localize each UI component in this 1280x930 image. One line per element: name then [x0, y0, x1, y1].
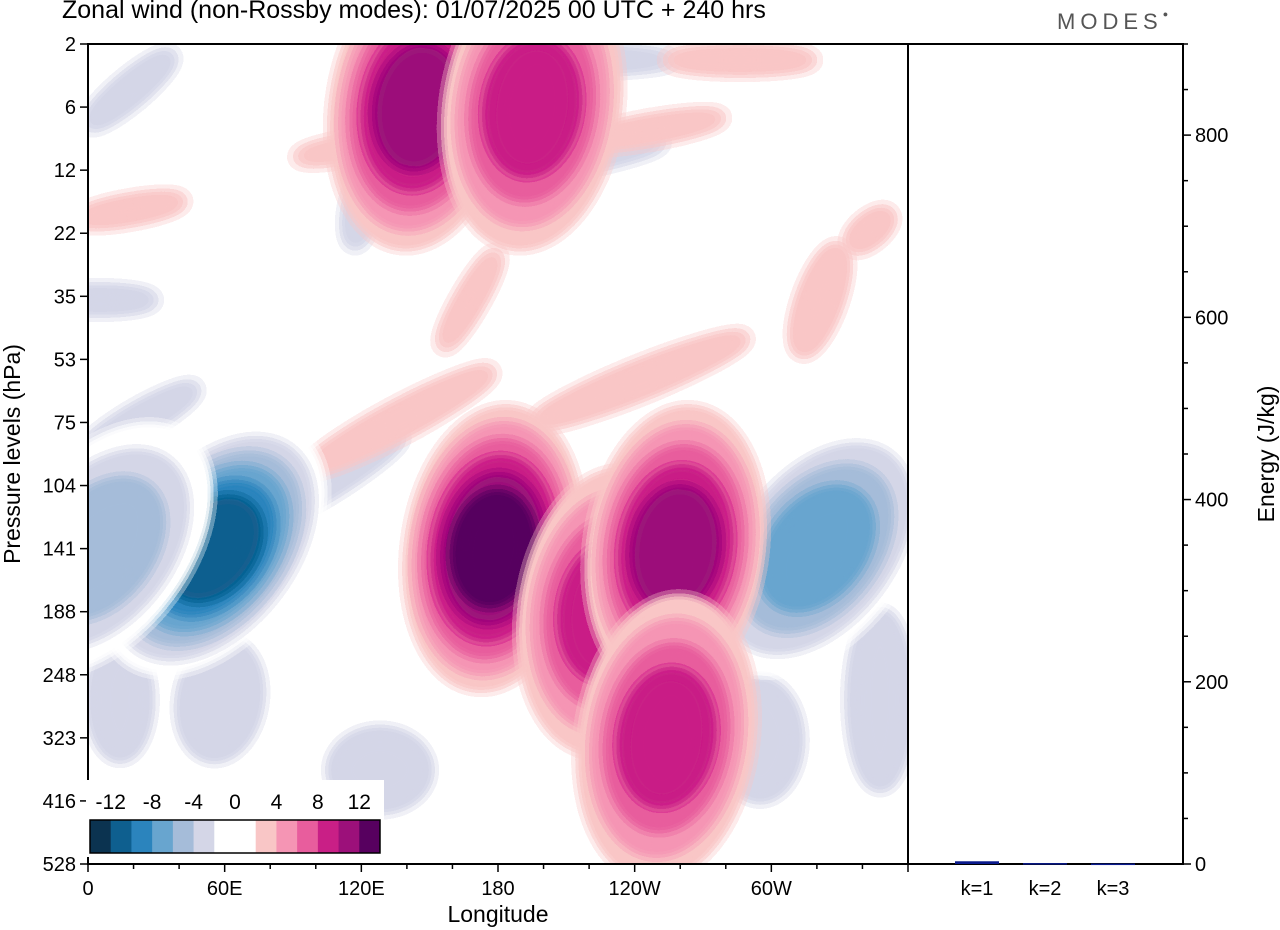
heatmap-contour	[622, 671, 712, 805]
colorbar-swatch	[172, 820, 195, 853]
colorbar-label: -4	[184, 791, 203, 814]
colorbar-label: 8	[312, 791, 324, 814]
heatmap-contour	[487, 44, 577, 174]
heatmap-contour	[634, 488, 717, 609]
energy-tick-label: 400	[1195, 490, 1228, 512]
heatmap-field-streak	[850, 610, 908, 790]
x-axis-title: Longitude	[447, 901, 548, 927]
heatmap-field-streak	[438, 247, 502, 353]
heatmap-contour	[455, 493, 532, 604]
colorbar-label: 12	[348, 791, 371, 814]
heatmap-plot	[88, 44, 908, 864]
colorbar-swatch	[152, 820, 174, 853]
heatmap-x-axis: 0 60E 120E 180 120W 60W	[82, 864, 909, 900]
colorbar-label: 0	[229, 791, 241, 814]
heatmap-feature	[446, 44, 618, 247]
energy-bar	[955, 861, 999, 864]
colorbar-swatch	[297, 820, 319, 853]
heatmap-feature	[581, 598, 752, 864]
heatmap-feature	[708, 426, 908, 671]
heatmap-feature	[88, 426, 209, 671]
y-tick-label: 12	[54, 160, 76, 182]
colorbar-frame	[89, 819, 381, 854]
energy-category-label: k=1	[961, 878, 994, 900]
y-tick-label: 6	[65, 97, 76, 119]
y-tick-label: 2	[65, 34, 76, 56]
y-tick-label: 416	[43, 791, 76, 813]
x-tick-label: 120E	[338, 878, 385, 900]
y-tick-label: 323	[43, 728, 76, 750]
energy-tick-label: 0	[1195, 854, 1206, 876]
x-tick-label: 60E	[207, 878, 243, 900]
colorbar-swatch	[255, 820, 277, 853]
colorbar-swatch	[338, 820, 360, 853]
brand-logo: MODES●	[1057, 9, 1169, 34]
heatmap-field-streak	[792, 243, 848, 357]
heatmap-field-streak	[90, 640, 150, 760]
heatmap-field-streak	[88, 194, 190, 226]
energy-bar	[1023, 863, 1067, 865]
heatmap-y-axis: 2 6 12 22 35 53 75 104 141 188 248 323 416 528	[43, 34, 88, 876]
heatmap-field-streak	[88, 288, 160, 312]
x-tick-label: 180	[481, 878, 514, 900]
colorbar-label: -8	[143, 791, 162, 814]
x-tick-label: 120W	[609, 878, 661, 900]
heatmap-field-streak	[88, 49, 177, 131]
heatmap-field-streak	[660, 48, 820, 72]
y-tick-label: 188	[43, 602, 76, 624]
energy-bars	[955, 861, 1135, 866]
energy-axis-title: Energy (J/kg)	[1253, 386, 1279, 523]
energy-x-axis: k=1 k=2 k=3	[961, 878, 1130, 900]
colorbar-swatch	[214, 820, 236, 853]
heatmap-contour	[88, 480, 161, 617]
colorbar-swatch	[193, 820, 215, 853]
energy-tick-label: 800	[1195, 125, 1228, 147]
heatmap-field-streak	[528, 332, 752, 428]
energy-tick-label: 600	[1195, 307, 1228, 329]
heatmap-contour	[763, 489, 871, 608]
y-tick-label: 141	[43, 539, 76, 561]
colorbar-swatch	[359, 820, 381, 853]
y-tick-label: 22	[54, 223, 76, 245]
colorbar-label: 4	[271, 791, 283, 814]
heatmap-field-streak	[845, 207, 895, 253]
energy-bar	[1091, 863, 1135, 866]
colorbar-swatch	[110, 820, 132, 853]
brand-text: MODES	[1057, 9, 1163, 34]
heatmap-field-streak	[302, 366, 498, 474]
colorbar-swatch	[317, 820, 340, 853]
page-title: Zonal wind (non-Rossby modes): 01/07/202…	[62, 0, 766, 24]
energy-y-axis: 0 200 400 600 800	[1183, 43, 1228, 876]
x-tick-label: 0	[82, 878, 93, 900]
y-axis-title: Pressure levels (hPa)	[0, 344, 25, 564]
energy-category-label: k=2	[1029, 878, 1062, 900]
y-tick-label: 35	[54, 286, 76, 308]
heatmap-field-streak	[179, 640, 261, 760]
energy-category-label: k=3	[1097, 878, 1130, 900]
y-tick-label: 248	[43, 665, 76, 687]
colorbar-swatch	[276, 820, 298, 853]
y-tick-label: 75	[54, 412, 76, 434]
colorbar: -12 -8 -4 0 4 8 12	[86, 780, 384, 857]
x-tick-label: 60W	[751, 878, 792, 900]
colorbar-swatch	[235, 820, 257, 853]
energy-panel-frame	[907, 43, 1184, 865]
colorbar-swatch	[131, 820, 153, 853]
energy-tick-label: 200	[1195, 672, 1228, 694]
heatmap-contour	[377, 47, 460, 167]
colorbar-label: -12	[96, 791, 126, 814]
y-tick-label: 53	[54, 349, 76, 371]
colorbar-swatch	[90, 820, 112, 853]
y-tick-label: 104	[43, 476, 76, 498]
y-tick-label: 528	[43, 854, 76, 876]
